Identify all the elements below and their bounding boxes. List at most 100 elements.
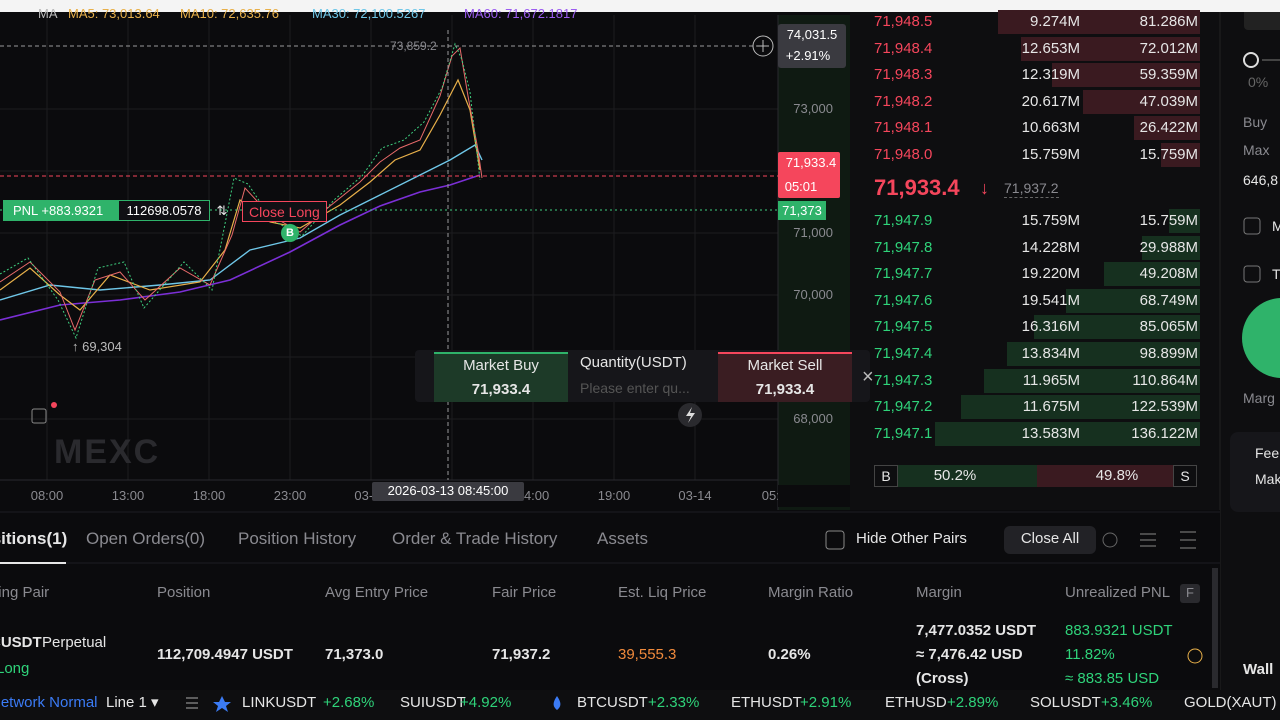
book-amount: 11.675M [1022,398,1080,416]
flip-button[interactable]: ⇅ [216,203,228,218]
chart-bg [0,0,850,510]
positions-tab[interactable]: Open Orders(0) [86,529,206,548]
line-select[interactable]: Line 1 ▾ [106,694,159,711]
ticker-symbol[interactable]: LINKUSDT [242,694,317,711]
depth-bar [998,10,1200,34]
book-total: 47.039M [1139,92,1198,110]
close-all-button[interactable] [1004,526,1096,554]
book-price[interactable]: 71,948.1 [874,119,933,137]
add-alert-icon[interactable] [752,35,774,57]
market-buy-button[interactable] [434,352,568,402]
share-icon[interactable] [1187,648,1203,664]
book-total: 68.749M [1139,291,1198,309]
ticker-symbol[interactable]: GOLD(XAUT) [1184,694,1277,711]
flash-icon [686,407,695,423]
last-price-box [778,152,840,198]
book-price[interactable]: 71,948.2 [874,92,933,110]
depth-bar [1066,288,1200,313]
x-tick-label: 18:00 [192,488,226,503]
book-amount: 19.541M [1021,291,1080,309]
depth-bar [1052,63,1200,88]
slider-knob[interactable] [1243,52,1259,68]
positions-tab[interactable]: Positions(1) [0,529,68,548]
max-label: Max [1243,142,1270,158]
open-button[interactable] [1242,298,1280,378]
pair-name[interactable]: BTCUSDT [0,634,42,651]
close-quick-trade[interactable]: × [862,366,874,388]
close-long-button[interactable]: Close Long [242,201,327,222]
ticker-symbol[interactable]: ETHUSDT [731,694,802,711]
avg-entry: 71,373.0 [325,646,384,663]
list-icon[interactable] [186,697,198,709]
book-price[interactable]: 71,947.7 [874,265,933,283]
top-strip [0,0,1280,12]
book-price[interactable]: 71,947.5 [874,318,933,336]
fee-label: Fee [1255,445,1280,461]
filter-icon[interactable] [1140,533,1156,547]
mark-price[interactable]: 71,937.2 [1004,180,1059,198]
quantity-input[interactable]: Please enter qu... [580,380,690,396]
calendar-icon[interactable] [31,408,47,424]
hide-pairs-label[interactable]: Hide Other Pairs [856,530,967,547]
menu-icon[interactable] [1180,531,1196,549]
book-price[interactable]: 71,948.0 [874,146,933,163]
book-total: 110.864M [1132,371,1198,389]
ticker-symbol[interactable]: ETHUSD [885,694,947,711]
positions-tab[interactable]: Position History [238,529,357,548]
book-price[interactable]: 71,948.3 [874,66,933,84]
book-price[interactable]: 71,947.1 [874,424,933,442]
book-price[interactable]: 71,948.5 [874,13,933,30]
hide-pairs-checkbox[interactable] [825,530,845,550]
depth-bar [1169,209,1200,233]
depth-bar [935,421,1200,446]
book-total: 122.539M [1131,398,1198,416]
margin-value: (Cross) [916,670,969,687]
ratio-buy-bar [898,465,1037,487]
position-size: 112698.0578 [126,203,202,218]
quantity-label[interactable]: Quantity(USDT) [580,354,687,371]
ticker-symbol[interactable]: SUIUSDT [400,694,466,711]
depth-bar [961,395,1200,420]
book-price[interactable]: 71,948.4 [874,39,933,57]
book-price[interactable]: 71,947.6 [874,291,933,309]
buy-ratio: 50.2% [933,467,977,484]
market-sell-price: 71,933.4 [755,381,815,398]
book-price[interactable]: 71,947.8 [874,238,933,256]
checkbox[interactable] [1243,217,1261,235]
ticker-bg [0,690,1280,720]
book-price[interactable]: 71,947.9 [874,212,933,229]
entry-price-box [778,201,826,220]
market-buy-price: 71,933.4 [471,381,531,398]
checkbox[interactable] [1243,265,1261,283]
market-sell-button[interactable] [718,352,852,402]
positions-tab[interactable]: Order & Trade History [392,529,558,548]
book-total: 59.359M [1139,66,1198,84]
depth-bar [1083,89,1200,114]
book-price[interactable]: 71,947.4 [874,345,933,362]
ticker-symbol[interactable]: SOLUSDT [1030,694,1101,711]
ticker-change: +2.33% [648,694,700,711]
ticker-symbol[interactable]: BTCUSDT [577,694,648,711]
pnl-value: 11.82% [1065,646,1115,663]
book-price[interactable]: 71,947.2 [874,398,933,416]
star-icon[interactable] [213,696,231,712]
book-amount: 16.316M [1021,318,1080,336]
book-amount: 13.834M [1021,345,1080,362]
ticker-change: +2.89% [947,694,999,711]
book-price[interactable]: 71,947.3 [874,371,933,389]
margin-label: Marg [1243,390,1275,406]
depth-bar [1141,235,1200,260]
book-total: 98.899M [1139,345,1198,362]
close-all-label[interactable]: Close All [1020,530,1080,547]
buy-tag: B [881,468,891,484]
column-header: Margin Ratio [768,584,854,601]
side-button[interactable] [1244,8,1280,30]
market-buy-label: Market Buy [463,357,539,374]
size-box [118,200,210,221]
positions-tab[interactable]: Assets [597,529,649,548]
ma-legend: MA60: 71,672.1817 [464,6,578,21]
y-tick-label: 73,000 [793,101,833,116]
buy-tag-box [874,465,898,487]
fair-price: 71,937.2 [492,646,551,663]
countdown: 05:01 [784,179,818,194]
